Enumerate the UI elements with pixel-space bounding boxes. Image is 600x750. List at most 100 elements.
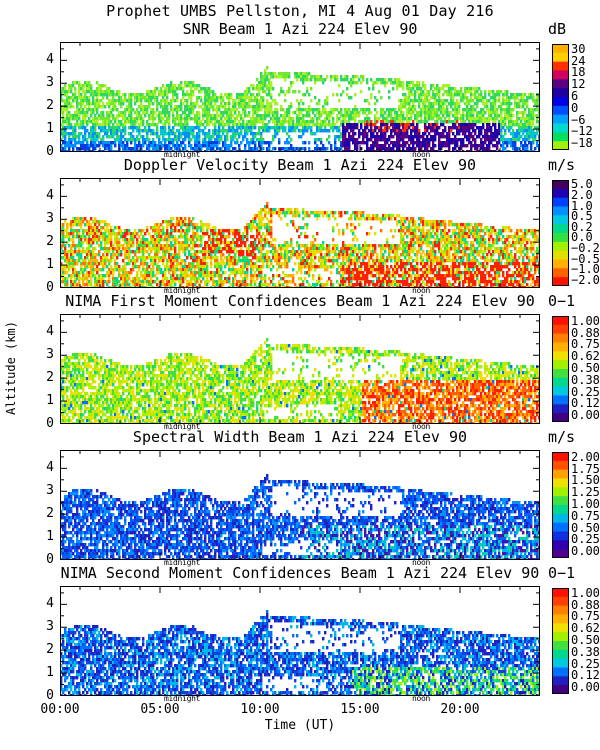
x-tick-label: 05:00 (140, 702, 180, 717)
colorbar-tick-label: 2.00 (571, 449, 600, 464)
y-tick-label: 2 (46, 234, 54, 250)
y-tick-label: 2 (46, 370, 54, 386)
y-tick-label: 1 (46, 121, 54, 137)
colorbar-tick-label: 0.50 (571, 633, 600, 647)
y-tick-label: 2 (46, 642, 54, 658)
x-tick-label: 10:00 (240, 702, 280, 717)
y-tick-label: 4 (46, 188, 54, 204)
noon-marker: noon (412, 422, 431, 431)
noon-marker: noon (412, 150, 431, 159)
heatmap-plot (60, 42, 540, 152)
colorbar-tick-label: 0.2 (571, 219, 593, 234)
colorbar-tick-label: −0.5 (571, 251, 600, 266)
y-tick-label: 4 (46, 324, 54, 340)
colorbar-tick-label: 0.75 (571, 508, 600, 523)
panel-title: NIMA Second Moment Confidences Beam 1 Az… (60, 564, 540, 582)
colorbar-unit: m/s (548, 428, 576, 446)
colorbar-tick-label: 0.50 (571, 520, 600, 535)
colorbar-tick-label: −12 (571, 124, 593, 139)
colorbar-tick-label: 0.62 (571, 349, 600, 364)
colorbar-unit: dB (548, 20, 567, 38)
y-tick-label: 4 (46, 596, 54, 612)
colorbar-tick-label: 1.00 (571, 313, 600, 328)
y-tick-label: 0 (46, 552, 54, 567)
y-tick-label: 3 (46, 211, 54, 227)
colorbar-tick-label: 0.00 (571, 680, 600, 695)
colorbar-tick-label: 30 (571, 41, 586, 56)
colorbar-tick-label: 0.88 (571, 325, 600, 340)
colorbar-tick-label: 0.5 (571, 209, 593, 224)
y-tick-label: 0 (46, 416, 54, 431)
noon-marker: noon (412, 286, 431, 295)
colorbar-tick-label: 1.75 (571, 461, 600, 476)
y-tick-label: 2 (46, 98, 54, 114)
colorbar-tick-label: 0.75 (571, 609, 600, 624)
heatmap-plot (60, 586, 540, 696)
colorbar-tick-label: 0.00 (571, 408, 600, 423)
y-tick-label: 2 (46, 506, 54, 522)
colorbar (552, 588, 569, 694)
colorbar-unit: m/s (548, 156, 576, 174)
colorbar-tick-label: 0.75 (571, 337, 600, 352)
colorbar-tick-label: −0.2 (571, 240, 600, 255)
colorbar-tick-label: 0.00 (571, 544, 600, 559)
colorbar-tick-label: 0.25 (571, 656, 600, 671)
panel-title: SNR Beam 1 Azi 224 Elev 90 (182, 20, 418, 38)
y-tick-label: 3 (46, 75, 54, 91)
colorbar-tick-label: 12 (571, 77, 586, 92)
colorbar-tick-label: 0.12 (571, 668, 600, 683)
midnight-marker: midnight (164, 558, 201, 567)
y-tick-label: 1 (46, 665, 54, 681)
x-axis-label: Time (UT) (264, 718, 336, 733)
colorbar-tick-label: 6 (571, 89, 579, 103)
colorbar (552, 44, 569, 150)
colorbar (552, 180, 569, 286)
colorbar-tick-label: 0.0 (571, 230, 593, 245)
colorbar-tick-label: −1.0 (571, 262, 600, 277)
colorbar-tick-label: 1.0 (571, 198, 593, 213)
colorbar-tick-label: 0.12 (571, 396, 600, 411)
colorbar-tick-label: −18 (571, 136, 593, 151)
colorbar-tick-label: 5.0 (571, 177, 593, 192)
y-tick-label: 1 (46, 529, 54, 545)
colorbar-tick-label: 0.25 (571, 532, 600, 547)
y-tick-label: 3 (46, 483, 54, 499)
y-tick-label: 0 (46, 144, 54, 159)
panel-title: Doppler Velocity Beam 1 Azi 224 Elev 90 (123, 156, 477, 174)
colorbar-tick-label: 0 (571, 100, 579, 115)
colorbar (552, 316, 569, 422)
colorbar-tick-label: 0.25 (571, 384, 600, 399)
y-tick-label: 3 (46, 619, 54, 635)
panel-title: NIMA First Moment Confidences Beam 1 Azi… (65, 292, 535, 310)
colorbar-tick-label: 0.88 (571, 597, 600, 612)
y-tick-label: 4 (46, 52, 54, 68)
x-tick-label: 15:00 (340, 702, 380, 717)
colorbar-tick-label: 0.50 (571, 361, 600, 375)
heatmap-plot (60, 314, 540, 424)
noon-marker: noon (412, 694, 431, 703)
y-axis-label: Altitude (km) (4, 321, 18, 415)
colorbar-tick-label: 18 (571, 65, 586, 80)
midnight-marker: midnight (164, 150, 201, 159)
colorbar (552, 452, 569, 558)
noon-marker: noon (412, 558, 431, 567)
heatmap-plot (60, 178, 540, 288)
y-tick-label: 0 (46, 688, 54, 703)
colorbar-tick-label: 0.38 (571, 372, 600, 387)
midnight-marker: midnight (164, 694, 201, 703)
colorbar-tick-label: 0.62 (571, 621, 600, 636)
y-tick-label: 1 (46, 393, 54, 409)
colorbar-tick-label: 2.0 (571, 187, 593, 202)
colorbar-tick-label: 1.50 (571, 473, 600, 488)
colorbar-unit: 0−1 (548, 292, 576, 310)
colorbar-tick-label: 1.00 (571, 497, 600, 511)
heatmap-plot (60, 450, 540, 560)
colorbar-tick-label: −2.0 (571, 272, 600, 287)
colorbar-tick-label: 1.00 (571, 585, 600, 600)
colorbar-unit: 0−1 (548, 564, 576, 582)
y-tick-label: 1 (46, 257, 54, 273)
panel-title: Spectral Width Beam 1 Azi 224 Elev 90 (132, 428, 468, 446)
colorbar-tick-label: 1.25 (571, 485, 600, 500)
midnight-marker: midnight (164, 422, 201, 431)
y-tick-label: 0 (46, 280, 54, 295)
